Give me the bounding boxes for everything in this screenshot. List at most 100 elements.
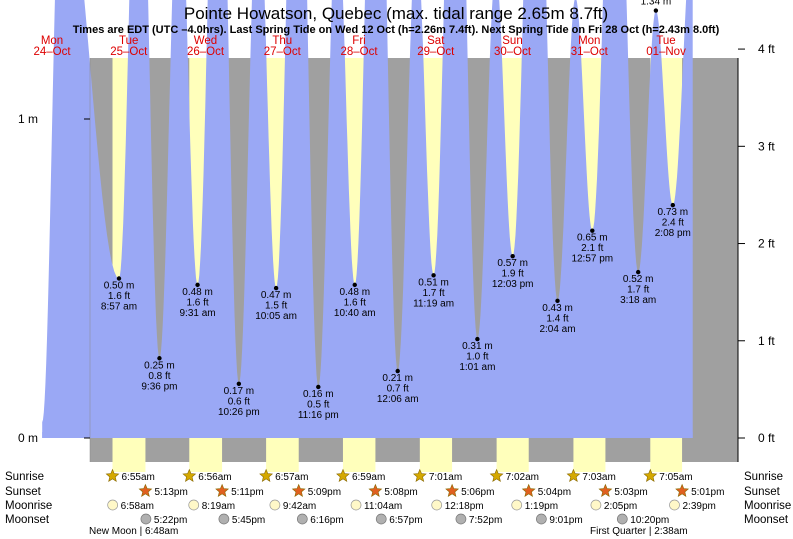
day-header-date: 25–Oct [110, 46, 148, 58]
tide-labels: 2:56 am6.0 ft1.83 m0.50 m1.6 ft8:57 am3:… [101, 0, 691, 421]
moonset-time: 10:20pm [630, 515, 669, 526]
tide-point-label: 11:19 am [413, 298, 454, 309]
moonset-time: 5:22pm [154, 515, 187, 526]
sunrise-icon [105, 468, 120, 482]
sunset-time: 5:04pm [538, 487, 571, 498]
row-label-right: Moonset [744, 514, 789, 526]
row-label-right: Sunset [744, 486, 781, 498]
tide-point-label: 1:01 am [459, 362, 495, 373]
row-label-left: Moonset [5, 514, 50, 526]
day-header-name: Tue [656, 35, 675, 47]
right-axis-tick-label: 1 ft [758, 334, 775, 348]
sunset-icon [598, 483, 613, 497]
tide-point-label: 1.0 ft [466, 352, 488, 363]
tide-point [475, 336, 480, 342]
tide-point-label: 0.48 m [182, 287, 213, 298]
tide-point [157, 356, 162, 361]
tide-point [116, 276, 122, 281]
tide-point-label: 9:31 am [180, 308, 216, 319]
tide-point-label: 0.51 m [418, 277, 449, 288]
plot-bottom-gap [90, 462, 738, 472]
tide-point-label: 0.52 m [623, 274, 654, 285]
day-header-name: Thu [272, 35, 292, 47]
tide-point-label: 8:57 am [101, 302, 137, 313]
sunrise-icon [182, 468, 197, 482]
tide-point-label: 1.7 ft [422, 288, 444, 299]
right-axis-tick-label: 3 ft [758, 139, 775, 153]
tide-point-label: 0.16 m [303, 389, 334, 400]
moonrise-icon [431, 499, 443, 511]
axes: 0 m1 m2 m0 ft1 ft2 ft3 ft4 ft5 ft6 ft7 f… [18, 42, 775, 462]
sunset-icon [138, 483, 153, 497]
tide-point-label: 2:04 am [539, 324, 575, 335]
sunrise-icon [489, 468, 504, 482]
moonset-time: 6:16pm [310, 515, 343, 526]
day-header-name: Tue [119, 35, 138, 47]
chart-title: Pointe Howatson, Quebec (max. tidal rang… [184, 4, 608, 23]
day-header-name: Mon [578, 35, 600, 47]
left-axis-tick-label: 0 m [18, 431, 38, 445]
sunset-icon [291, 483, 306, 497]
sunset-icon [215, 483, 230, 497]
moonrise-time: 12:18pm [445, 501, 484, 512]
tide-point-label: 0.47 m [261, 290, 292, 301]
tide-point [653, 8, 659, 13]
moonrise-time: 8:19am [202, 501, 235, 512]
sunrise-time: 7:05am [659, 472, 692, 483]
tide-point-label: 1.6 ft [186, 297, 208, 308]
sunset-icon [445, 483, 460, 497]
moonrise-time: 9:42am [283, 501, 316, 512]
day-header-date: 31–Oct [571, 46, 609, 58]
day-header-date: 29–Oct [417, 46, 455, 58]
row-label-left: Sunrise [5, 471, 44, 483]
tide-point [431, 273, 436, 278]
tide-point-label: 10:40 am [334, 308, 376, 319]
tide-point-label: 0.7 ft [387, 384, 409, 395]
day-header-name: Fri [352, 35, 365, 47]
right-axis-tick-label: 2 ft [758, 237, 775, 251]
moon-phase-note: New Moon | 6:48am [89, 526, 178, 537]
moonrise-time: 2:39pm [682, 501, 715, 512]
sunset-icon [521, 483, 536, 497]
tide-area [42, 0, 693, 438]
sunrise-time: 7:01am [429, 472, 462, 483]
sunrise-icon [566, 468, 581, 482]
moonset-time: 9:01pm [549, 515, 582, 526]
tide-point-label: 2.4 ft [662, 218, 684, 229]
tide-point-label: 1.6 ft [344, 297, 366, 308]
tide-point-label: 0.73 m [658, 207, 689, 218]
row-label-right: Moonrise [744, 500, 791, 512]
tide-point-label: 12:57 pm [571, 254, 613, 265]
tide-point-label: 11:16 pm [298, 410, 339, 421]
sunset-time: 5:03pm [614, 487, 647, 498]
moonset-icon [616, 513, 628, 525]
moonrise-time: 6:58am [121, 501, 154, 512]
moonset-icon [218, 513, 230, 525]
sunset-time: 5:09pm [308, 487, 341, 498]
sunset-time: 5:11pm [231, 487, 264, 498]
day-header-date: 30–Oct [494, 46, 532, 58]
sunset-time: 5:08pm [384, 487, 417, 498]
tide-point-label: 1.5 ft [265, 301, 287, 312]
tide-point [510, 253, 515, 259]
moonrise-icon [188, 499, 200, 511]
day-header-date: 01–Nov [646, 46, 686, 58]
tide-point-label: 0.5 ft [307, 399, 329, 410]
moonset-time: 6:57pm [389, 515, 422, 526]
right-axis-tick-label: 4 ft [758, 42, 775, 56]
tide-point [352, 282, 357, 288]
sunrise-icon [336, 468, 350, 482]
tide-point-label: 0.31 m [462, 341, 493, 352]
tide-point-label: 0.50 m [104, 281, 135, 292]
day-header-name: Sun [502, 35, 522, 47]
tide-point-label: 10:05 am [255, 311, 297, 322]
tide-point-label: 2:08 pm [655, 228, 691, 239]
sunrise-time: 6:59am [352, 472, 385, 483]
tide-point-label: 12:03 pm [492, 279, 534, 290]
moonrise-time: 1:19pm [525, 501, 558, 512]
chart-subtitle: Times are EDT (UTC –4.0hrs). Last Spring… [73, 24, 720, 36]
moonrise-icon [511, 499, 523, 511]
tide-point-label: 0.65 m [577, 233, 608, 244]
tide-point-label: 0.6 ft [228, 396, 250, 407]
